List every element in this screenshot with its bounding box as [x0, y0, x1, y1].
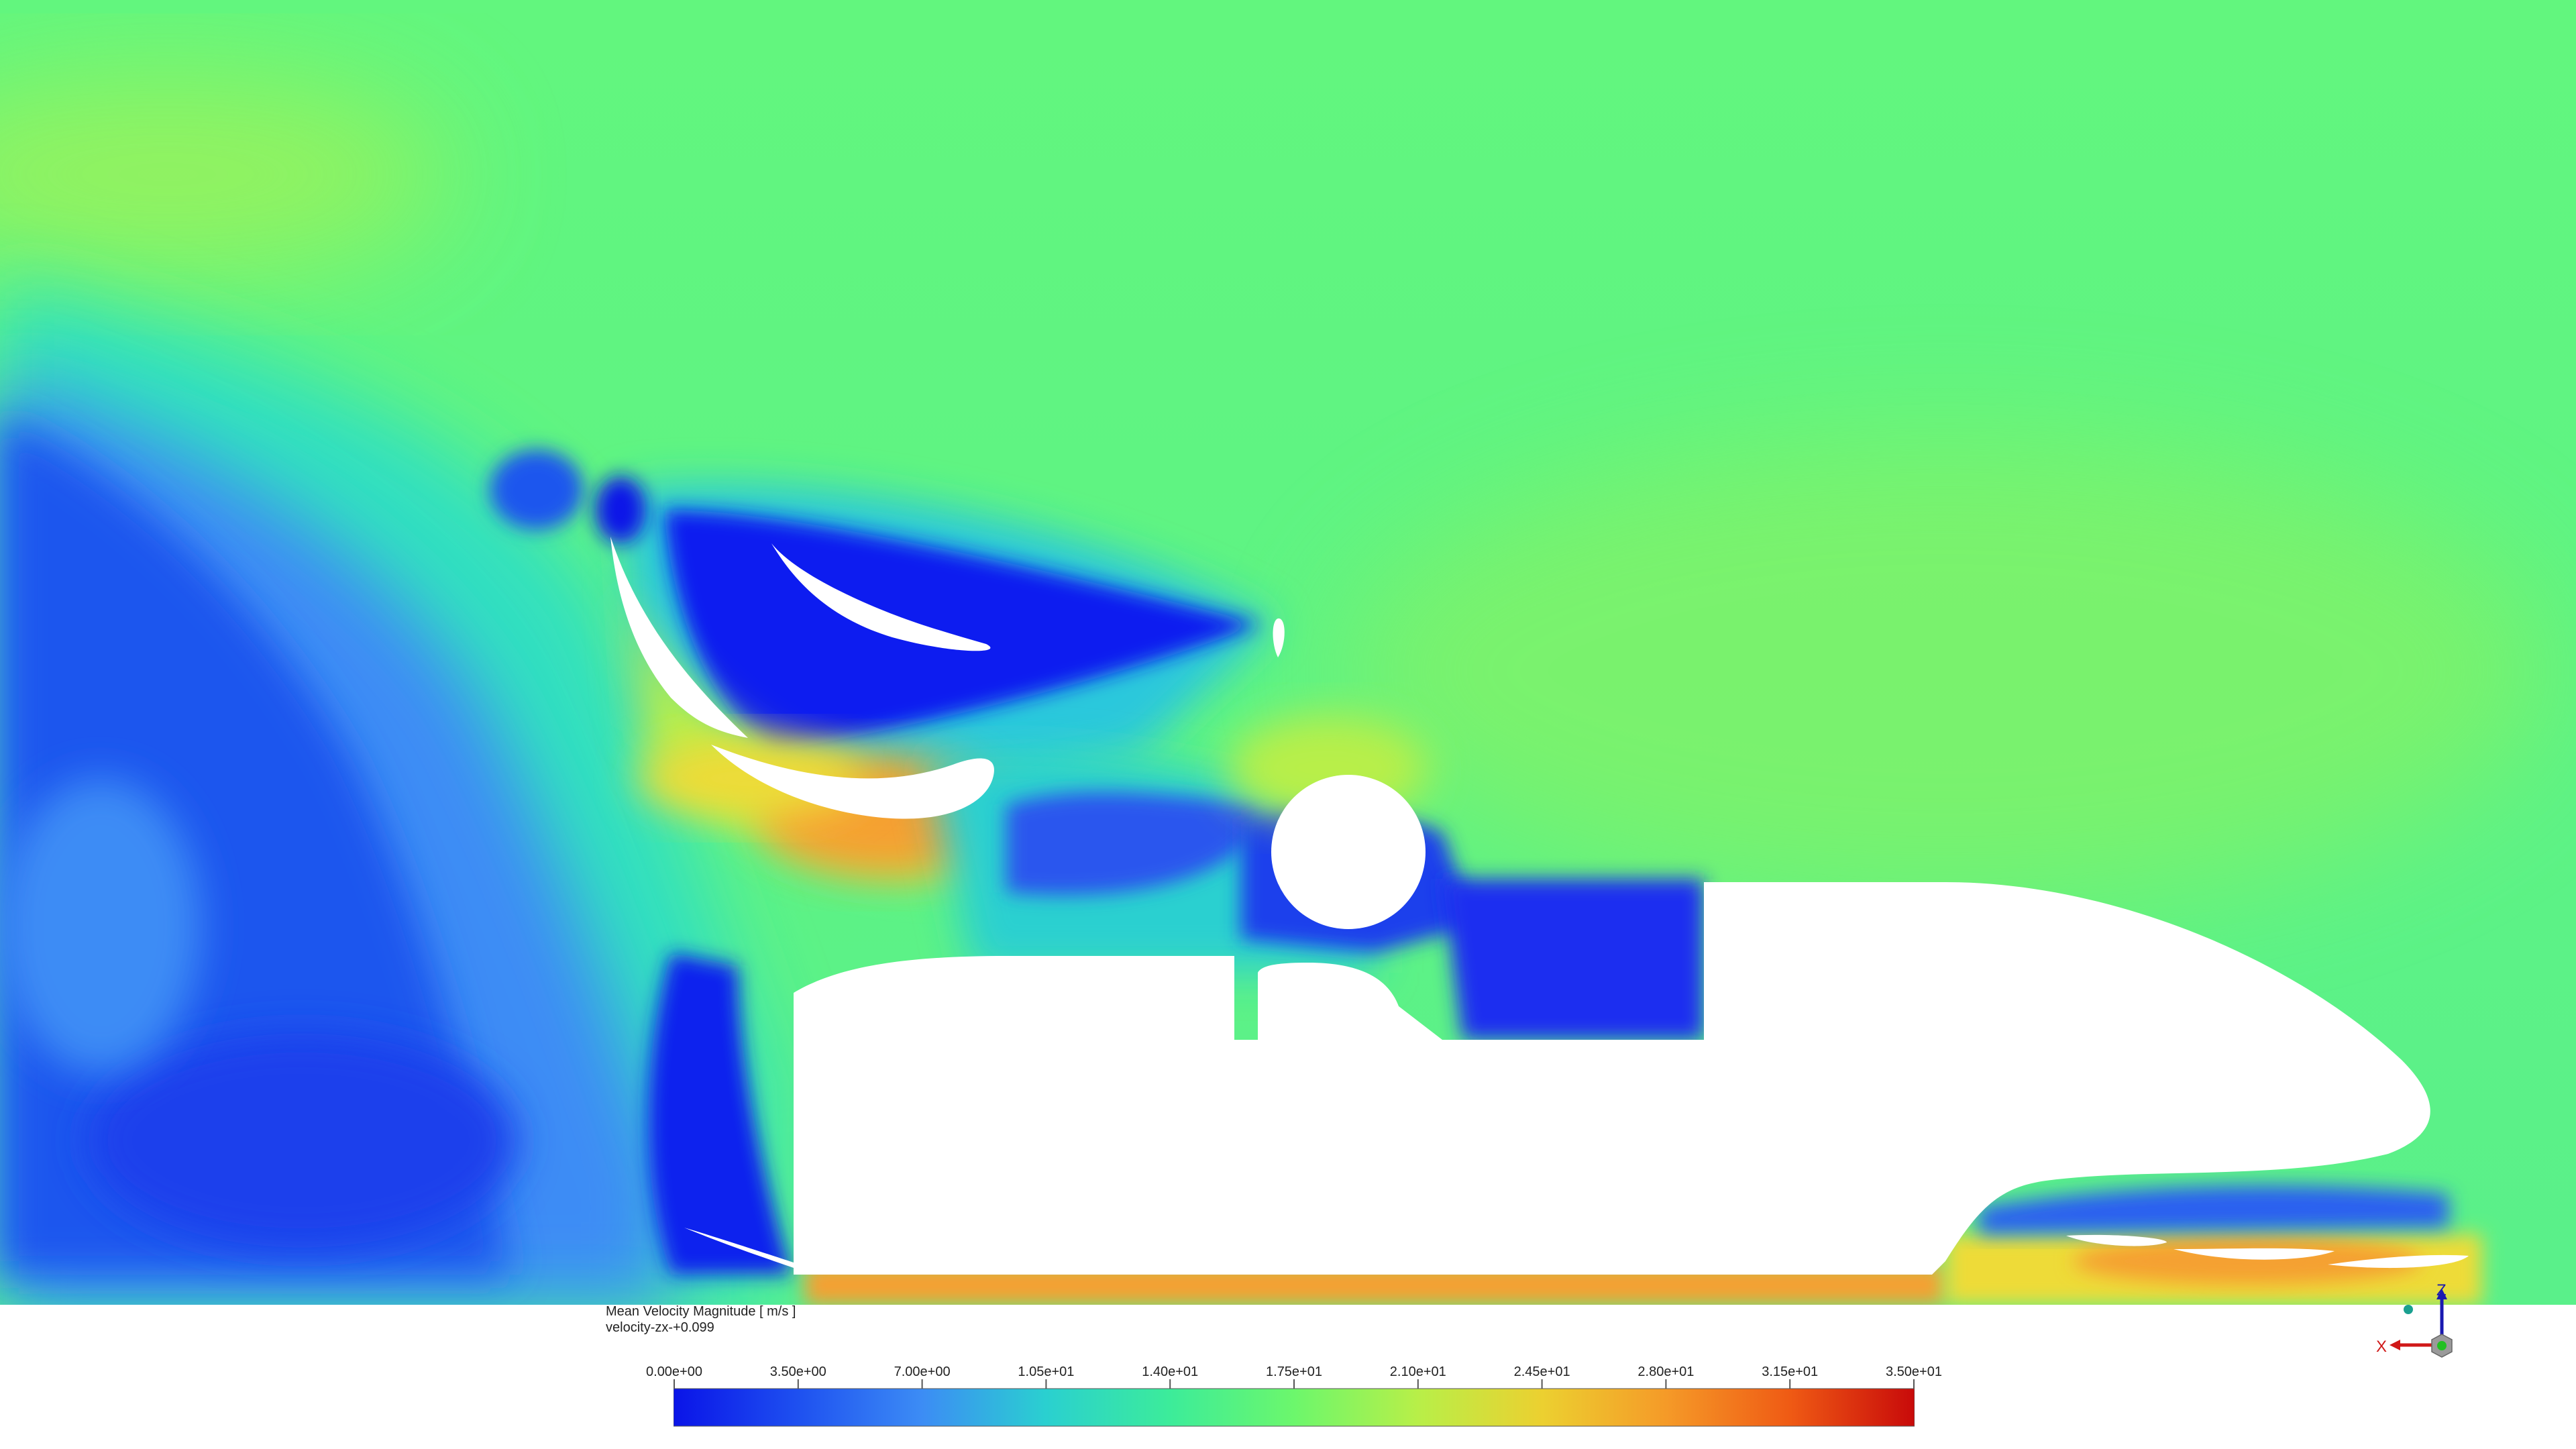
front-wing-element-upper — [771, 543, 991, 651]
z-axis-label: Z — [2436, 1281, 2447, 1299]
helmet — [1271, 775, 1426, 929]
x-axis-arrowhead-icon — [2390, 1340, 2400, 1350]
colorbar-tick-label: 3.50e+00 — [769, 1364, 826, 1379]
airflow-sensor — [1273, 618, 1285, 657]
front-wing-element-top — [610, 537, 748, 738]
velocity-contour-plot — [0, 0, 2576, 1305]
axis-triad: Z X — [2376, 1281, 2453, 1358]
colorbar-tick-label: 2.10e+01 — [1389, 1364, 1446, 1379]
rear-underwing-2 — [2174, 1248, 2334, 1260]
x-axis-label: X — [2376, 1338, 2387, 1356]
colorbar-tick-label: 1.75e+01 — [1266, 1364, 1322, 1379]
legend-plane-label: velocity-zx-+0.099 — [606, 1320, 714, 1335]
rear-underwing-3 — [2328, 1254, 2469, 1269]
colorbar-tick-label: 1.05e+01 — [1018, 1364, 1075, 1379]
flow-field — [0, 74, 2549, 1305]
colorbar-tick-label: 0.00e+00 — [646, 1364, 702, 1379]
colorbar-tick-label: 7.00e+00 — [894, 1364, 951, 1379]
vehicle-geometry — [610, 537, 2469, 1275]
colorbar-tick-label: 3.50e+01 — [1886, 1364, 1942, 1379]
nose-strip — [684, 1228, 794, 1268]
colorbar-tick-label: 1.40e+01 — [1142, 1364, 1199, 1379]
main-body — [794, 882, 2430, 1275]
triad-dot-icon — [2404, 1305, 2413, 1314]
colorbar-tick-label: 3.15e+01 — [1762, 1364, 1819, 1379]
front-wing-element-main — [711, 745, 994, 819]
colorbar-tick-label: 2.80e+01 — [1638, 1364, 1695, 1379]
y-axis-dot-icon — [2437, 1341, 2447, 1350]
rear-underwing-1 — [2066, 1234, 2167, 1246]
colorbar — [674, 1379, 1915, 1427]
legend-title: Mean Velocity Magnitude [ m/s ] — [606, 1304, 796, 1319]
z-axis-arrowhead-icon — [2436, 1289, 2447, 1299]
colorbar-tick-label: 2.45e+01 — [1513, 1364, 1570, 1379]
